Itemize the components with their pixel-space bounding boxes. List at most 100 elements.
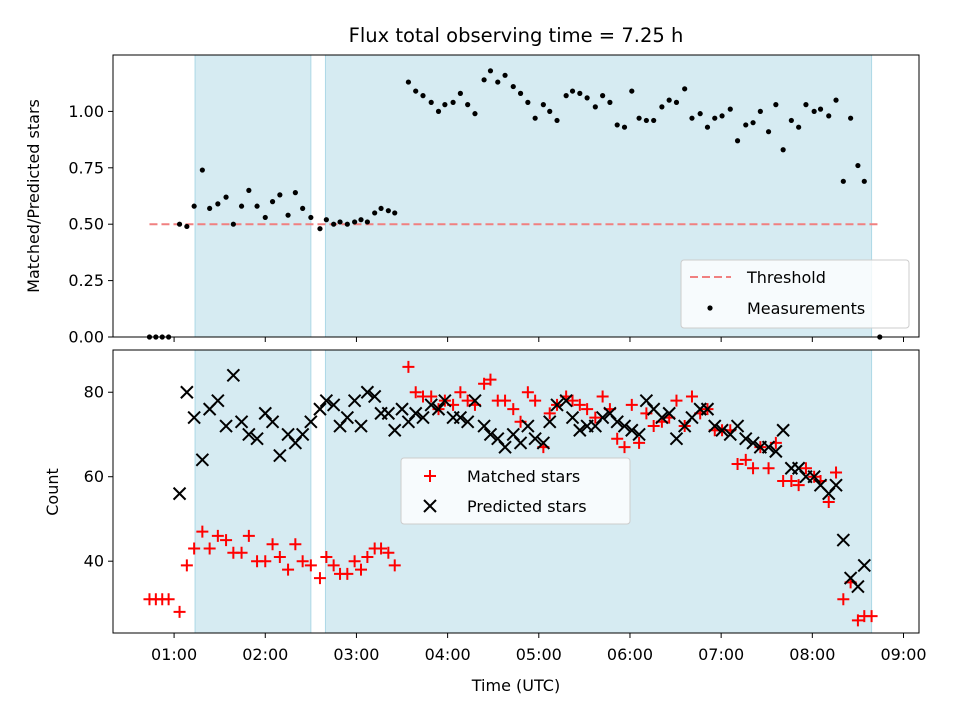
predicted-star-marker — [700, 402, 715, 416]
count-legend-box — [400, 457, 631, 525]
measurement-point — [317, 226, 323, 232]
measurement-point — [607, 99, 613, 105]
y-tick-label: 0.00 — [68, 328, 104, 347]
measurement-point — [191, 203, 197, 209]
x-tick-label: 02:00 — [242, 645, 288, 664]
measurement-point — [285, 212, 291, 218]
matched-star-marker — [203, 542, 216, 555]
ratio-x-axis-ticks — [173, 337, 904, 342]
measurement-point — [223, 194, 229, 200]
measurement-point — [788, 117, 794, 124]
count-plot-area — [112, 349, 920, 634]
x-tick-label: 06:00 — [607, 645, 653, 664]
count-legend: Matched stars Predicted stars — [400, 457, 631, 525]
predicted-star-marker — [543, 415, 557, 429]
predicted-star-marker — [313, 402, 327, 416]
matched-star-marker — [507, 403, 520, 416]
x-tick-label: 09:00 — [880, 645, 926, 664]
measurement-point — [344, 221, 350, 227]
matched-star-marker — [259, 555, 272, 568]
legend-matched-label: Matched stars — [467, 467, 580, 486]
measurement-point — [405, 79, 412, 85]
predicted-star-marker — [730, 419, 745, 433]
predicted-star-marker — [483, 427, 498, 442]
predicted-star-marker — [829, 478, 843, 492]
matched-star-marker — [799, 462, 812, 475]
matched-star-marker — [162, 593, 175, 606]
matched-star-marker — [685, 390, 698, 403]
measurement-point — [621, 124, 628, 130]
measurement-point — [704, 124, 711, 130]
measurement-point — [554, 117, 560, 124]
matched-star-marker — [173, 605, 186, 618]
measurement-point — [796, 124, 802, 130]
matched-star-marker — [647, 420, 660, 433]
matched-star-marker — [851, 614, 864, 627]
measurement-point — [323, 217, 329, 223]
ratio-legend-box — [680, 259, 910, 329]
measurement-point — [246, 187, 252, 193]
matched-star-marker — [289, 538, 302, 551]
measurement-point — [487, 68, 494, 74]
matched-star-marker — [454, 386, 467, 399]
y-tick-label: 0.75 — [68, 158, 104, 177]
measurement-point — [773, 102, 779, 108]
legend-predicted-label: Predicted stars — [467, 497, 587, 516]
predicted-star-marker — [234, 415, 249, 429]
observing-window-1 — [194, 54, 312, 338]
predicted-star-marker — [424, 398, 438, 412]
count-y-axis-ticks: 40 60 80 — [84, 383, 113, 571]
measurement-point — [803, 102, 809, 108]
predicted-star-marker — [180, 385, 194, 399]
measurement-point — [525, 99, 531, 105]
measurement-point — [689, 115, 695, 121]
predicted-star-marker — [438, 393, 452, 408]
x-tick-label: 05:00 — [516, 645, 562, 664]
measurement-point — [666, 97, 672, 103]
predicted-star-marker — [761, 440, 776, 454]
measurement-point — [563, 93, 569, 99]
measurement-point — [855, 162, 861, 169]
predicted-star-marker — [347, 393, 362, 408]
matched-star-marker — [566, 394, 579, 407]
matched-star-marker — [180, 559, 193, 572]
measurement-point — [743, 122, 749, 128]
predicted-star-marker — [513, 436, 528, 450]
measurement-point — [450, 99, 456, 105]
predicted-star-marker — [187, 410, 201, 425]
measurement-point — [780, 147, 786, 153]
predicted-star-marker — [295, 427, 310, 442]
predicted-star-marker — [708, 419, 722, 433]
measurement-point — [734, 138, 741, 144]
measurement-point — [826, 113, 832, 119]
measurement-point — [269, 199, 276, 205]
measurement-point — [292, 190, 298, 196]
predicted-star-marker — [498, 440, 512, 454]
measurement-point — [614, 122, 620, 128]
matched-star-marker — [388, 559, 401, 572]
predicted-star-marker — [340, 410, 355, 425]
predicted-star-marker — [265, 415, 280, 429]
matched-star-marker — [581, 403, 594, 416]
predicted-star-marker — [219, 419, 233, 433]
x-axis-label: Time (UTC) — [471, 676, 560, 695]
matched-star-marker — [618, 441, 631, 454]
count-y-axis-label: Count — [43, 468, 62, 516]
measurement-point — [811, 108, 817, 114]
measurement-point — [254, 203, 260, 209]
predicted-star-marker — [807, 470, 821, 484]
predicted-star-marker — [625, 423, 639, 437]
y-tick-label: 80 — [84, 383, 104, 402]
measurement-point — [465, 102, 471, 108]
matched-star-marker — [589, 411, 602, 424]
matched-star-marker — [273, 550, 286, 563]
matched-star-marker — [320, 550, 333, 563]
predicted-star-marker — [273, 448, 287, 463]
matched-star-marker — [573, 398, 586, 411]
predicted-star-marker — [354, 419, 368, 433]
matched-star-marker — [822, 496, 835, 509]
matched-star-marker — [355, 563, 367, 576]
measurement-point — [532, 115, 538, 121]
measurement-point — [442, 102, 448, 108]
measurement-point — [262, 214, 268, 221]
